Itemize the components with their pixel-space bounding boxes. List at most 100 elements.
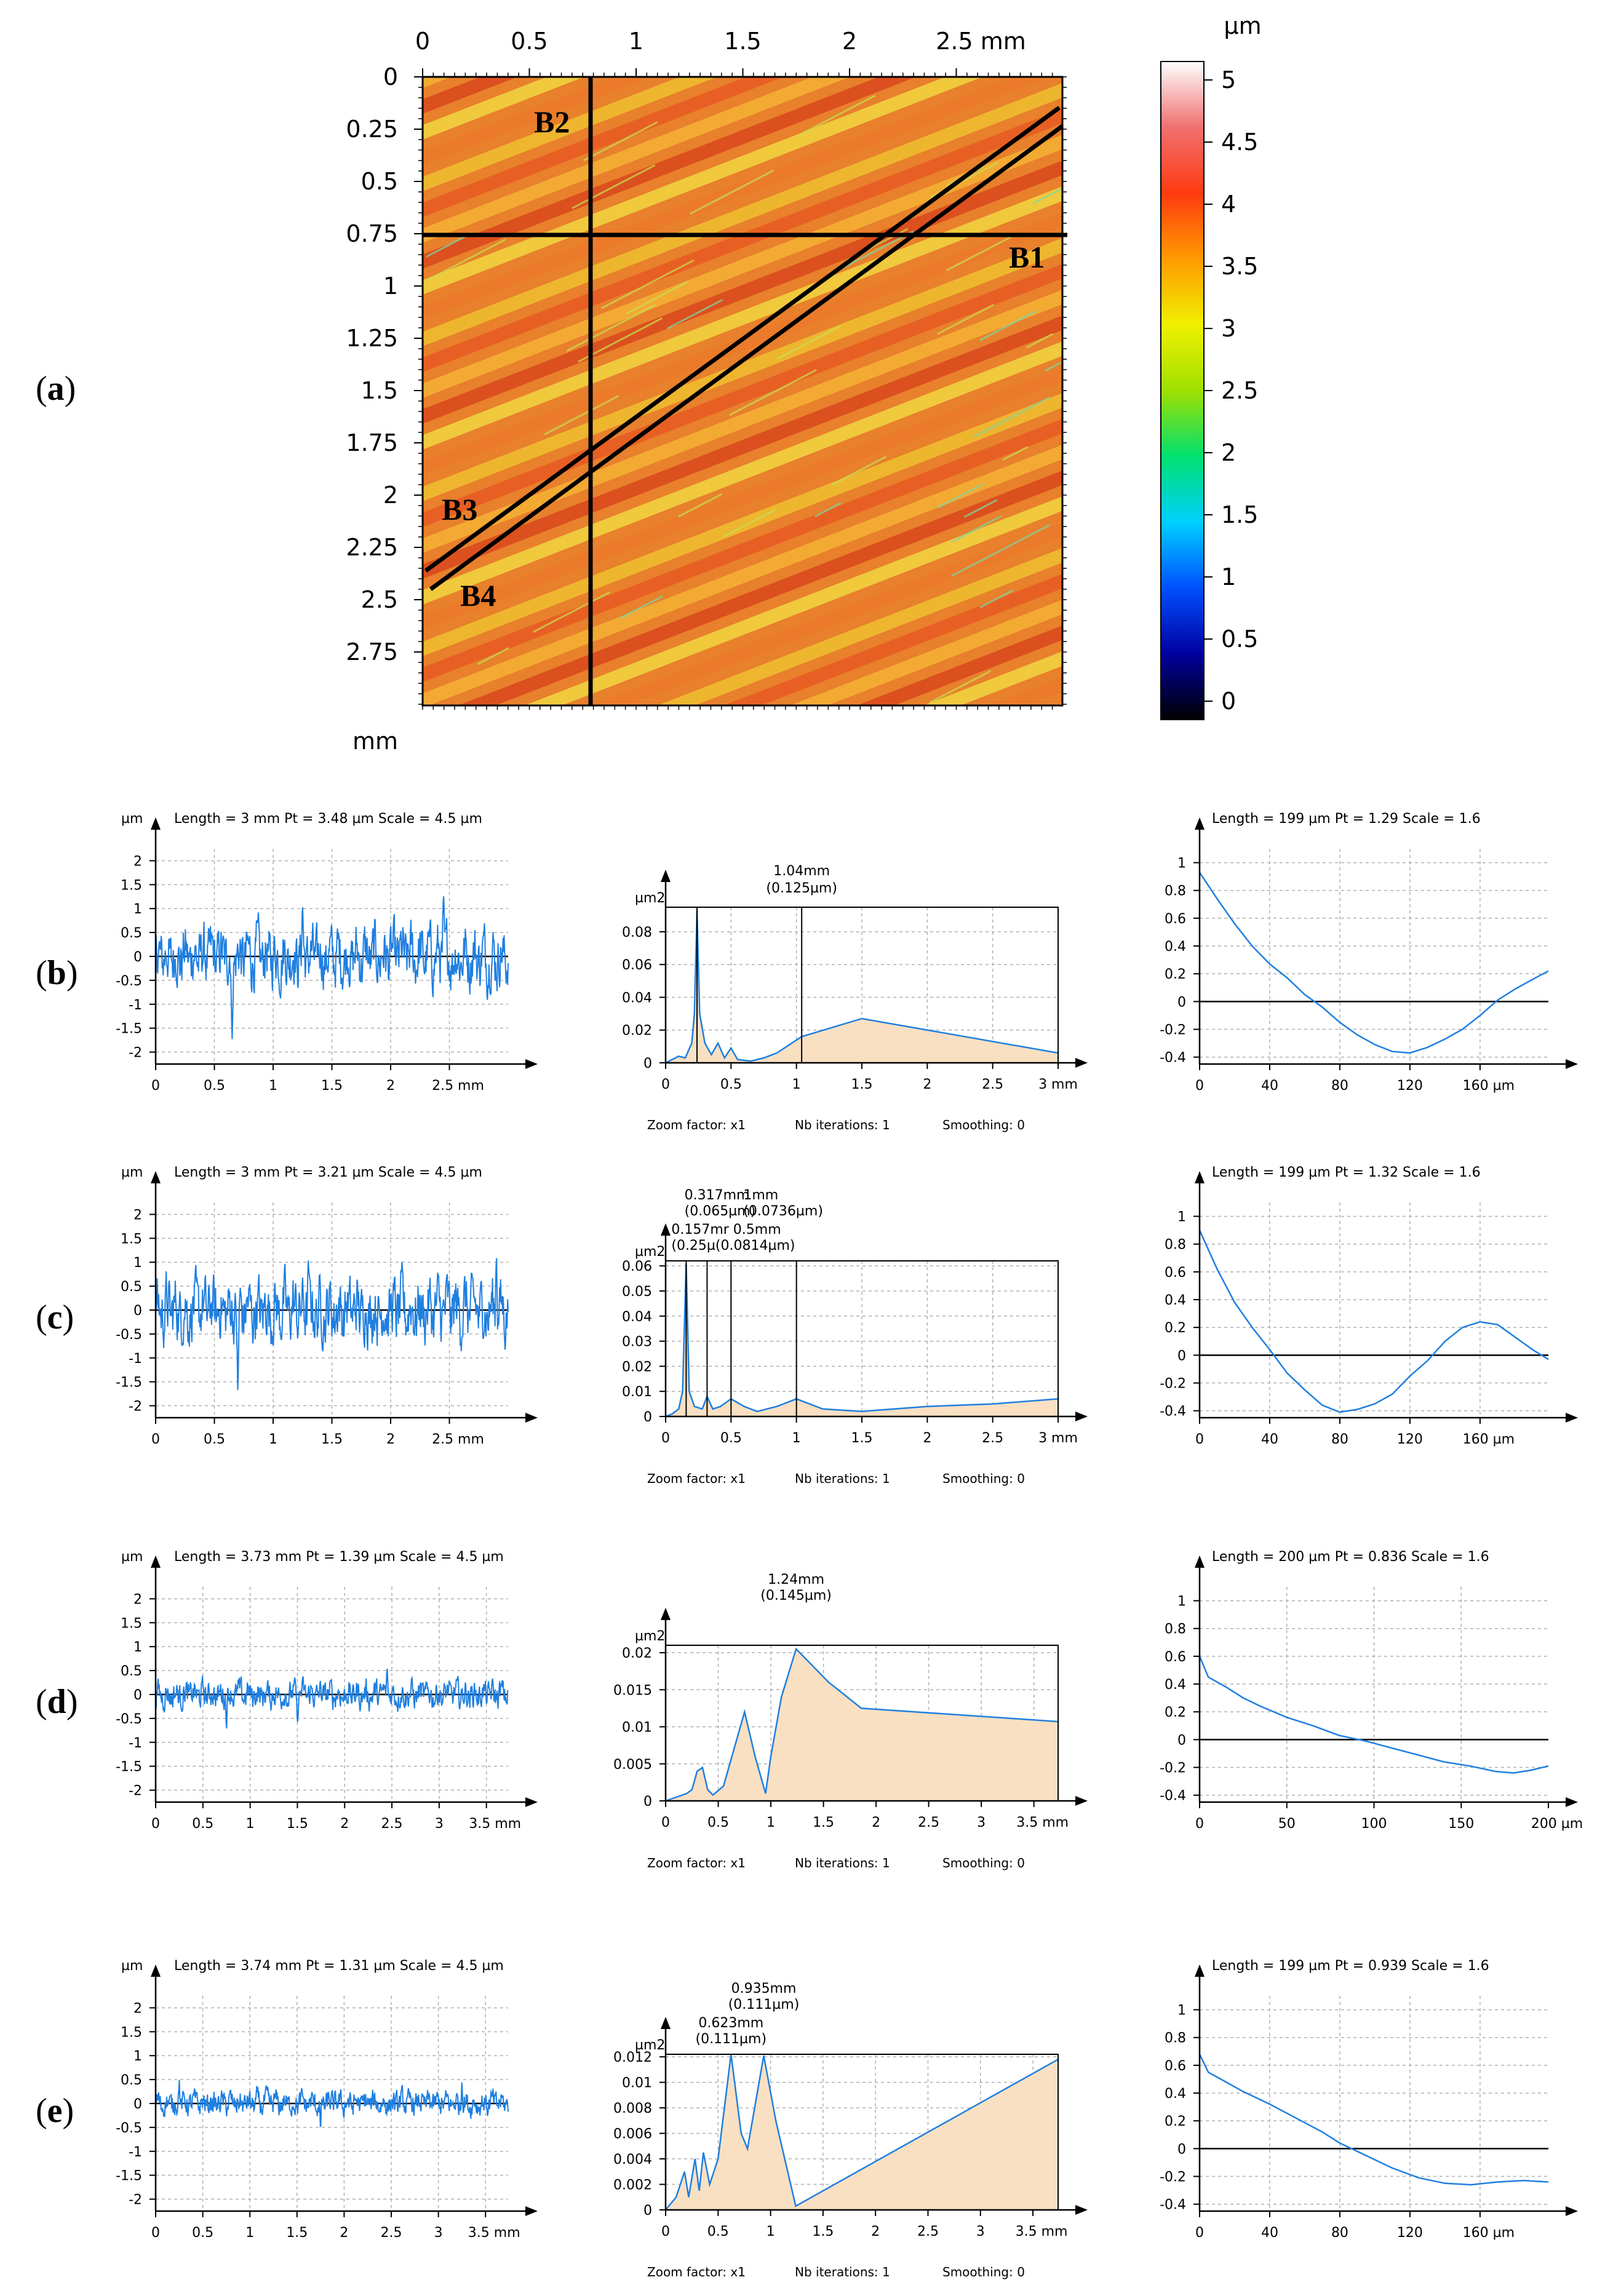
x-axis-arrow	[525, 1797, 538, 1807]
x-tick-label: 0.5	[707, 1815, 729, 1830]
map-stripe	[423, 77, 1049, 321]
x-tick-label: 1	[245, 2225, 254, 2241]
y-tick-label: 0.2	[1165, 967, 1186, 982]
map-stripe	[423, 263, 1062, 528]
map-streak	[477, 647, 509, 665]
y-tick-label: 2	[133, 2001, 142, 2016]
label-B1: B1	[1009, 240, 1045, 274]
peak-label: (0.0736µm)	[743, 1204, 823, 1219]
map-streak	[814, 502, 842, 518]
x-tick-label: 80	[1331, 2225, 1348, 2241]
y-tick-label: -1	[129, 1351, 142, 1367]
spectrum-footer: Nb iterations: 1	[795, 1856, 890, 1870]
y-tick-label: 0.02	[622, 1646, 652, 1661]
colorbar-tick-label: 3	[1221, 315, 1236, 342]
map-streak	[600, 259, 695, 309]
map-x-tick-label: 0.5	[511, 28, 548, 55]
y-unit-label: µm2	[635, 1629, 665, 1644]
map-stripe	[989, 677, 1062, 705]
x-tick-label: 1	[792, 1431, 801, 1446]
x-tick-label: 2.5	[982, 1077, 1003, 1092]
x-tick-label: 80	[1331, 1078, 1348, 1094]
y-tick-label: 1.5	[121, 878, 142, 893]
x-tick-label: 2.5	[917, 2224, 939, 2239]
y-tick-label: -2	[129, 1784, 142, 1799]
x-tick-label: 0	[151, 1078, 160, 1094]
map-streak	[620, 595, 664, 619]
y-tick-label: 0.2	[1165, 1705, 1186, 1720]
map-y-tick-label: 1.75	[346, 429, 398, 456]
spectrum-series	[665, 2054, 1059, 2211]
map-stripe	[423, 289, 1062, 554]
peak-label: 0.317mm	[685, 1188, 750, 1203]
y-axis-arrow	[151, 817, 161, 830]
map-stripe	[423, 77, 917, 269]
peak-label: (0.065µm)	[685, 1204, 756, 1219]
map-y-unit: mm	[352, 728, 398, 755]
map-stripe	[591, 522, 1062, 705]
y-tick-label: 0.8	[1165, 884, 1186, 899]
chart-header: Length = 200 µm Pt = 0.836 Scale = 1.6	[1212, 1549, 1489, 1565]
y-unit-label: µm	[121, 1549, 143, 1565]
x-tick-label: 100	[1361, 1816, 1387, 1832]
y-tick-label: 0.5	[121, 926, 142, 941]
x-tick-label: 0	[661, 1815, 670, 1830]
x-tick-label: 0.5	[192, 2225, 213, 2241]
y-tick-label: 0.08	[622, 925, 652, 940]
colorbar-tick-label: 0.5	[1221, 626, 1258, 653]
x-tick-label: 0.5	[720, 1431, 742, 1446]
map-stripe	[300, 714, 1185, 1059]
map-streak	[1026, 333, 1054, 349]
y-tick-label: 0.2	[1165, 2114, 1186, 2129]
y-axis-arrow	[1195, 1555, 1205, 1568]
y-tick-label: 0.008	[613, 2101, 652, 2116]
y-tick-label: 2	[133, 1592, 142, 1607]
y-tick-label: 0.005	[613, 1757, 652, 1773]
x-axis-arrow	[1566, 1413, 1578, 1423]
spectrum-area	[666, 1649, 1058, 1801]
autocorr-series	[1198, 1229, 1549, 1413]
colorbar-tick-label: 2	[1221, 439, 1236, 466]
y-tick-label: -0.2	[1160, 1376, 1186, 1392]
x-tick-label: 0	[151, 2225, 160, 2241]
y-tick-label: -2	[129, 1399, 142, 1415]
x-tick-label: 1	[269, 1432, 277, 1447]
x-tick-label: 40	[1261, 1432, 1278, 1447]
peak-label: (0.25µ(0.0814µm)	[671, 1238, 795, 1253]
x-tick-label: 1.5	[813, 1815, 834, 1830]
x-tick-label: 160 µm	[1463, 1078, 1515, 1094]
map-stripe	[300, 972, 1185, 1317]
map-streak	[532, 591, 611, 633]
x-tick-label: 150	[1448, 1816, 1474, 1832]
panel-label-c: (c)	[36, 1298, 74, 1337]
map-stripe	[423, 367, 1062, 631]
y-tick-label: 0.6	[1165, 1650, 1186, 1665]
y-tick-label: 0.01	[622, 2076, 652, 2091]
x-tick-label: 0	[1195, 2225, 1204, 2241]
spectrum-footer: Zoom factor: x1	[647, 1856, 746, 1870]
x-tick-label: 2.5	[381, 1816, 403, 1832]
map-x-tick-label: 2.5 mm	[936, 28, 1026, 55]
panel-label-a: (a)	[36, 370, 76, 408]
x-axis-arrow	[1566, 1797, 1578, 1807]
y-tick-label: 0	[643, 2203, 652, 2219]
x-tick-label: 0.5	[204, 1432, 225, 1447]
profile-series	[155, 896, 509, 1039]
chart-header: Length = 3 mm Pt = 3.21 µm Scale = 4.5 µ…	[174, 1165, 482, 1180]
y-tick-label: 0	[1177, 1348, 1186, 1364]
x-tick-label: 3	[434, 2225, 443, 2241]
map-streak	[426, 232, 472, 258]
map-streak	[677, 493, 722, 518]
y-axis-arrow	[661, 2017, 671, 2029]
map-stripe	[423, 392, 1062, 657]
y-tick-label: -0.4	[1160, 1404, 1186, 1420]
colorbar-gradient	[1160, 61, 1205, 720]
peak-label: 0.935mm	[731, 1981, 797, 1996]
map-stripe	[423, 77, 784, 218]
y-tick-label: 0.015	[613, 1683, 652, 1698]
x-tick-label: 3.5 mm	[1016, 2224, 1068, 2239]
y-tick-label: 0.5	[121, 2073, 142, 2088]
y-tick-label: 0.8	[1165, 2031, 1186, 2046]
y-tick-label: 0.012	[613, 2050, 652, 2065]
